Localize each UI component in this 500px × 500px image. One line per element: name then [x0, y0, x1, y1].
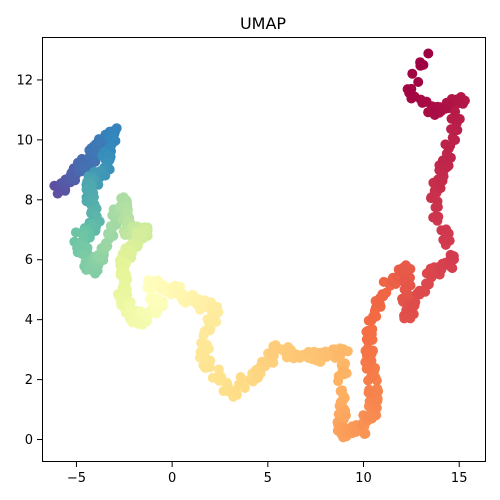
- x-tick-label: 10: [355, 471, 372, 486]
- scatter-point: [107, 131, 118, 142]
- scatter-point: [151, 308, 162, 319]
- scatter-point: [235, 372, 246, 382]
- scatter-point: [378, 276, 389, 287]
- scatter-point: [144, 294, 155, 304]
- scatter-point: [414, 285, 425, 296]
- x-tick-label: −5: [67, 471, 86, 486]
- scatter-point: [363, 387, 374, 398]
- scatter-point: [335, 348, 346, 359]
- scatter-point: [371, 402, 382, 413]
- scatter-point: [436, 225, 447, 236]
- scatter-point: [413, 77, 424, 87]
- scatter-point: [445, 152, 456, 163]
- scatter-point: [428, 212, 439, 223]
- scatter-point: [438, 234, 449, 245]
- scatter-point: [377, 289, 388, 300]
- scatter-point: [94, 252, 105, 263]
- y-tick-label: 6: [25, 253, 33, 268]
- scatter-point: [406, 83, 417, 94]
- scatter-point: [150, 275, 161, 286]
- scatter-point: [437, 155, 448, 166]
- scatter-point: [207, 301, 218, 312]
- scatter-point: [426, 193, 436, 204]
- x-tick-label: 0: [168, 471, 176, 486]
- scatter-point: [199, 326, 210, 337]
- scatter-point: [126, 306, 137, 317]
- scatter-point: [409, 300, 420, 311]
- y-tick-label: 8: [25, 193, 33, 208]
- scatter-point: [423, 48, 434, 59]
- scatter-point: [360, 428, 371, 439]
- scatter-point: [363, 325, 374, 336]
- x-tick-label: 15: [451, 471, 468, 486]
- x-tick-label: 5: [264, 471, 272, 486]
- scatter-point: [333, 376, 344, 387]
- x-axis: −5 0 5 10 15: [67, 462, 468, 486]
- scatter-points: [49, 48, 470, 443]
- scatter-point: [195, 304, 205, 315]
- scatter-point: [445, 249, 456, 260]
- scatter-point: [294, 350, 305, 361]
- chart-title: UMAP: [240, 14, 286, 33]
- y-tick-label: 0: [25, 433, 33, 448]
- scatter-point: [204, 362, 215, 373]
- scatter-point: [423, 107, 434, 118]
- scatter-point: [417, 97, 428, 108]
- scatter-point: [399, 313, 410, 324]
- scatter-point: [415, 57, 426, 68]
- scatter-point: [362, 411, 373, 422]
- y-axis: 0 2 4 6 8 10 12: [16, 73, 42, 448]
- scatter-point: [450, 135, 461, 145]
- scatter-point: [407, 68, 418, 79]
- y-tick-label: 2: [25, 373, 33, 388]
- scatter-point: [197, 338, 207, 349]
- scatter-point: [157, 281, 168, 292]
- y-tick-label: 10: [16, 133, 33, 148]
- scatter-point: [450, 106, 461, 117]
- scatter-point: [103, 229, 114, 240]
- plot-area: [42, 37, 486, 462]
- y-tick-label: 12: [16, 73, 33, 88]
- y-tick-label: 4: [25, 313, 33, 328]
